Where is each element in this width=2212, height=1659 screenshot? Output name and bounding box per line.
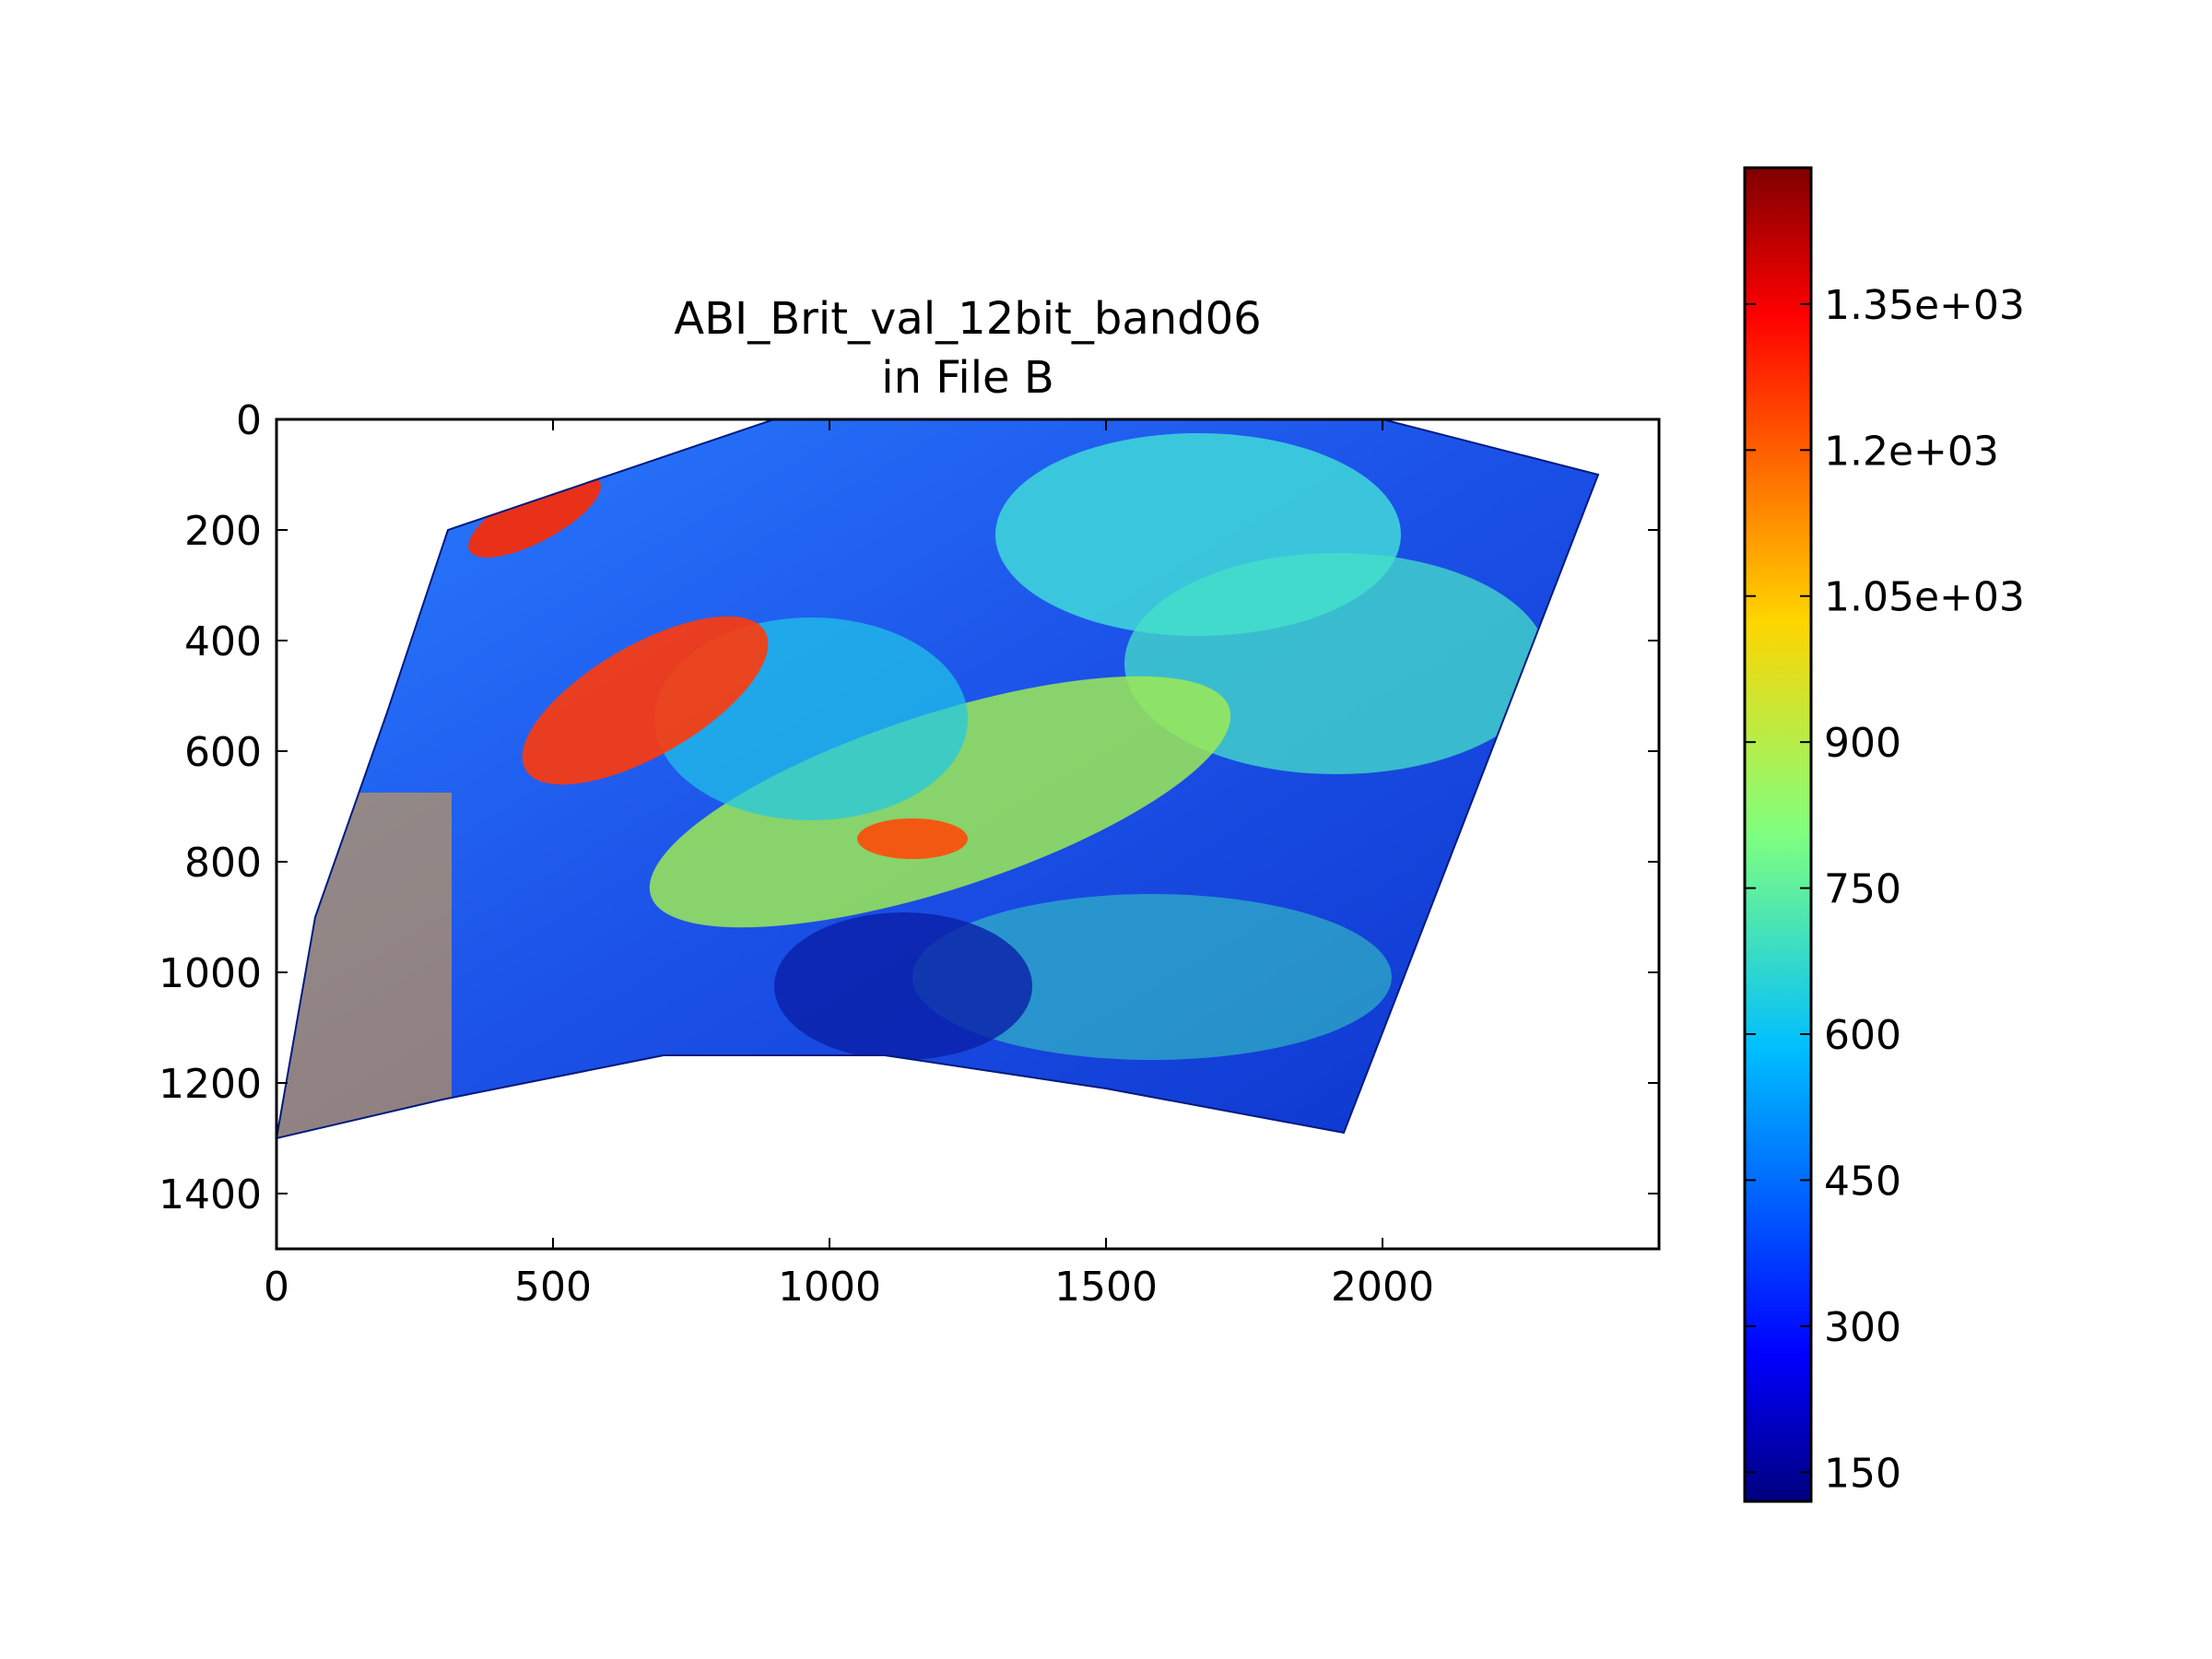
x-tick-label: 1500 xyxy=(1054,1264,1158,1311)
colorbar-tick-label: 900 xyxy=(1824,720,1901,767)
image-data-boundary xyxy=(277,420,1600,1139)
colorbar-tick-label: 150 xyxy=(1824,1450,1901,1497)
y-tick-label: 800 xyxy=(184,840,262,887)
colorbar-tick-label: 600 xyxy=(1824,1012,1901,1059)
colorbar-tick-label: 1.05e+03 xyxy=(1824,574,2025,621)
colorbar-tick-label: 450 xyxy=(1824,1158,1901,1205)
image-west-speckle xyxy=(277,793,452,1138)
colorbar-tick-label: 300 xyxy=(1824,1304,1901,1351)
y-tick-label: 1200 xyxy=(159,1061,262,1108)
colorbar-tick-label: 750 xyxy=(1824,866,1901,913)
colorbar-tick-label: 1.2e+03 xyxy=(1824,428,1999,475)
image-hot-red-3 xyxy=(857,818,968,859)
x-tick-label: 1000 xyxy=(778,1264,881,1311)
colorbar xyxy=(1743,166,1813,1503)
y-tick-label: 0 xyxy=(236,397,262,444)
x-tick-label: 500 xyxy=(514,1264,592,1311)
plot-frame xyxy=(275,418,1661,1251)
colorbar-tick-label: 1.35e+03 xyxy=(1824,282,2025,329)
image-hot-red-1 xyxy=(522,616,769,785)
image-dark-ocean xyxy=(774,912,1032,1060)
x-tick-label: 0 xyxy=(264,1264,289,1311)
x-axis: 0 500 1000 1500 2000 xyxy=(264,419,1434,1311)
plot-area xyxy=(277,420,1600,1139)
chart-title-line1: ABI_Brit_val_12bit_band06 xyxy=(674,293,1261,345)
y-tick-label: 1400 xyxy=(159,1171,262,1218)
image-cloud-south xyxy=(912,894,1392,1060)
chart-title-line2: in File B xyxy=(881,352,1054,404)
image-cloud-band xyxy=(649,676,1231,928)
y-tick-label: 1000 xyxy=(159,950,262,997)
chart-title: ABI_Brit_val_12bit_band06 in File B xyxy=(674,293,1261,404)
y-tick-label: 200 xyxy=(184,508,262,555)
x-tick-label: 2000 xyxy=(1331,1264,1434,1311)
image-hot-red-2 xyxy=(468,475,601,558)
colorbar-axis: 150 300 450 600 750 900 1.05e+03 1.2e+03 1.35e+0… xyxy=(1745,282,2025,1497)
y-axis: 0 200 400 600 800 1000 1200 1400 xyxy=(159,397,1659,1218)
satellite-image xyxy=(277,420,1598,1138)
y-tick-label: 600 xyxy=(184,729,262,776)
y-tick-label: 400 xyxy=(184,618,262,665)
